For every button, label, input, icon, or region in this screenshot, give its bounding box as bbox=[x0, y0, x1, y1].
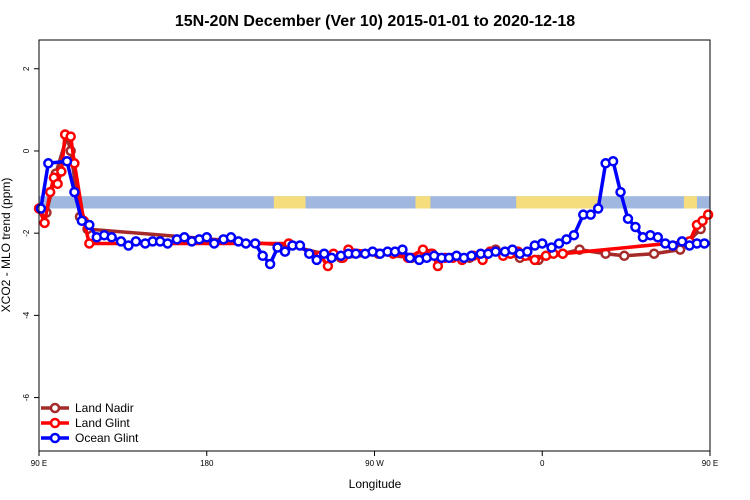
data-point bbox=[106, 232, 117, 243]
data-point bbox=[56, 166, 67, 177]
data-point bbox=[615, 186, 626, 198]
x-tick-label: 180 bbox=[200, 459, 214, 468]
data-point bbox=[466, 250, 477, 262]
data-point bbox=[553, 238, 565, 249]
data-point bbox=[585, 209, 596, 220]
data-point bbox=[318, 248, 330, 259]
data-point bbox=[84, 219, 95, 231]
legend-marker bbox=[49, 432, 61, 444]
data-point bbox=[397, 244, 408, 255]
data-point bbox=[35, 203, 47, 214]
land-segment bbox=[516, 196, 599, 209]
data-point bbox=[326, 252, 337, 264]
data-point bbox=[264, 258, 276, 270]
data-point bbox=[201, 232, 212, 243]
data-point bbox=[546, 242, 557, 253]
data-point bbox=[130, 236, 142, 247]
x-tick-label: 0 bbox=[540, 459, 545, 468]
data-point bbox=[311, 254, 322, 266]
x-tick-label: 90 E bbox=[31, 459, 47, 468]
y-axis-label: XCO2 - MLO trend (ppm) bbox=[0, 178, 13, 313]
data-point bbox=[432, 260, 444, 272]
data-point bbox=[123, 240, 134, 251]
data-point bbox=[568, 229, 580, 241]
chart-title: 15N-20N December (Ver 10) 2015-01-01 to … bbox=[175, 13, 575, 30]
data-point bbox=[43, 158, 54, 169]
legend-label: Land Nadir bbox=[75, 401, 134, 415]
data-point bbox=[61, 155, 73, 167]
y-axis: -6 -4 -2 0 2 bbox=[22, 66, 39, 401]
data-point bbox=[667, 240, 678, 251]
data-point bbox=[76, 215, 88, 227]
data-point bbox=[404, 252, 416, 264]
data-point bbox=[69, 186, 80, 198]
data-point bbox=[648, 248, 660, 259]
legend-label: Land Glint bbox=[75, 416, 130, 430]
data-point bbox=[699, 238, 710, 249]
data-point bbox=[225, 232, 237, 243]
data-point bbox=[622, 213, 634, 225]
data-point bbox=[652, 232, 664, 243]
data-point bbox=[322, 260, 334, 272]
data-point bbox=[592, 203, 604, 214]
y-tick-label: 0 bbox=[22, 148, 31, 153]
data-point bbox=[676, 236, 688, 247]
legend-marker bbox=[49, 402, 61, 414]
data-point bbox=[257, 250, 268, 262]
data-point bbox=[279, 246, 291, 257]
data-point bbox=[557, 248, 569, 259]
y-tick-label: -4 bbox=[22, 311, 31, 319]
data-point bbox=[607, 155, 619, 167]
legend-item-land-nadir: Land Nadir bbox=[41, 401, 134, 415]
data-point bbox=[507, 244, 518, 255]
data-point bbox=[65, 131, 76, 142]
land-segment bbox=[415, 196, 431, 209]
legend-label: Ocean Glint bbox=[75, 431, 139, 445]
data-point bbox=[39, 217, 50, 229]
data-point bbox=[537, 238, 548, 249]
data-point bbox=[249, 238, 261, 249]
land-segment bbox=[683, 196, 697, 209]
data-point bbox=[44, 186, 56, 198]
data-point bbox=[619, 250, 630, 262]
data-point bbox=[162, 238, 173, 249]
y-tick-label: -2 bbox=[22, 229, 31, 237]
data-point bbox=[179, 232, 190, 243]
data-point bbox=[490, 246, 501, 257]
data-point bbox=[84, 238, 95, 249]
data-point bbox=[697, 215, 708, 227]
data-point bbox=[529, 254, 541, 266]
x-axis: 90 E 180 90 W 0 90 E bbox=[31, 451, 718, 468]
data-point bbox=[240, 238, 252, 249]
legend-item-ocean-glint: Ocean Glint bbox=[41, 431, 139, 445]
series-ocean-glint bbox=[35, 155, 710, 270]
data-point bbox=[115, 236, 127, 247]
legend-marker bbox=[49, 417, 61, 429]
x-tick-label: 90 E bbox=[702, 459, 718, 468]
data-point bbox=[294, 240, 306, 251]
data-point bbox=[630, 221, 641, 233]
y-tick-label: -6 bbox=[22, 393, 31, 401]
data-point bbox=[561, 234, 572, 245]
plot-frame bbox=[38, 39, 711, 452]
data-point bbox=[522, 246, 533, 257]
data-point bbox=[272, 242, 283, 253]
y-tick-label: 2 bbox=[22, 66, 31, 71]
land-segment bbox=[273, 196, 306, 209]
x-axis-label: Longitude bbox=[349, 477, 402, 491]
data-point bbox=[350, 248, 362, 259]
data-point bbox=[702, 209, 714, 220]
data-point bbox=[52, 178, 63, 190]
land-ocean-band bbox=[39, 196, 710, 209]
legend-item-land-glint: Land Glint bbox=[41, 416, 130, 430]
data-point bbox=[304, 248, 315, 259]
data-point bbox=[208, 238, 220, 249]
data-point bbox=[417, 244, 429, 255]
series-layer bbox=[33, 129, 714, 272]
x-tick-label: 90 W bbox=[365, 459, 384, 468]
ocean-band bbox=[39, 196, 710, 209]
